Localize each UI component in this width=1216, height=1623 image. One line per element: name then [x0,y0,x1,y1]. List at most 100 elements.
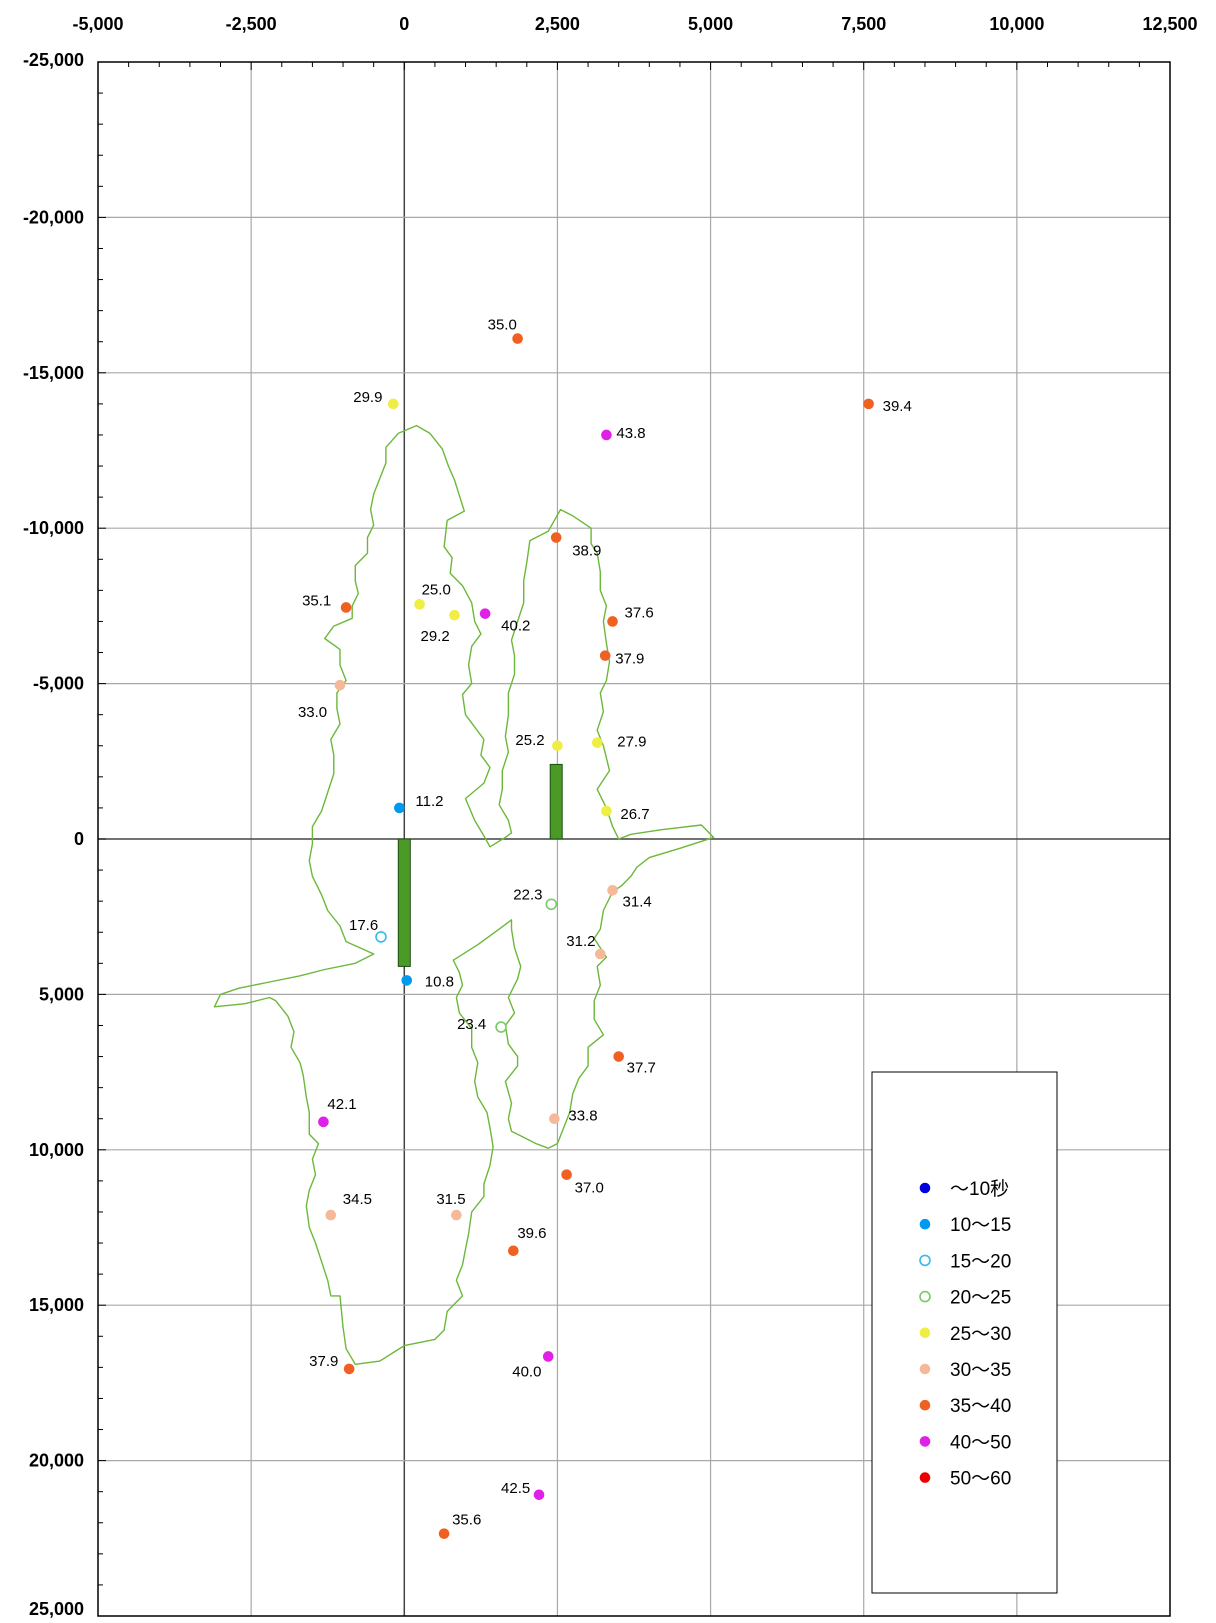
legend-label: 10～15 [950,1215,1011,1236]
structure-bar [549,763,563,840]
data-label: 40.0 [512,1363,541,1380]
data-point [613,1051,624,1062]
data-point [387,398,399,410]
data-point [533,1489,545,1501]
x-tick-label: -2,500 [226,14,277,34]
data-label: 25.2 [515,732,544,749]
legend-label: 25～30 [950,1324,1011,1345]
data-point [318,1116,329,1128]
legend-label: 50～60 [950,1469,1011,1490]
data-label: 35.0 [488,317,517,334]
data-point [595,948,606,960]
data-label: 43.8 [616,425,645,442]
data-label: 11.2 [415,793,443,810]
data-point [601,805,612,817]
data-label: 33.0 [298,704,327,721]
structure-bar [397,838,411,967]
structure-bars [397,763,563,967]
data-point [401,975,413,986]
data-point [542,1351,554,1362]
data-point [549,1113,560,1125]
y-tick-label: -10,000 [23,518,84,538]
data-label: 40.2 [501,618,530,635]
data-point [414,599,425,610]
data-label: 37.0 [575,1180,604,1197]
data-label: 42.5 [501,1480,530,1497]
data-point [343,1363,355,1375]
x-tick-labels: -5,000 -2,500 0 2,500 5,000 7,500 10,000 12,500 [72,14,1197,34]
y-tick-label: -15,000 [23,363,84,383]
data-point [479,608,491,619]
site-outline [213,424,715,1366]
data-label: 27.9 [617,734,646,751]
data-point [545,898,558,911]
legend-marker [919,1472,931,1483]
data-label: 37.9 [309,1353,338,1370]
data-label: 10.8 [425,973,454,990]
data-point [863,398,874,410]
data-label: 22.3 [513,886,542,903]
x-tick-label: 10,000 [989,14,1044,34]
data-label: 17.6 [349,917,378,934]
legend: ～10秒 10～15 15～20 20～25 25～30 30～35 35～40 40～50 5… [871,1071,1058,1594]
data-point [552,740,563,752]
data-label: 31.5 [436,1191,465,1208]
y-tick-label: 5,000 [39,984,84,1004]
legend-label: 15～20 [950,1251,1011,1272]
data-label: 37.9 [615,651,644,668]
legend-marker [919,1254,931,1267]
data-label: 34.5 [343,1191,372,1208]
data-point [508,1245,519,1257]
x-tick-label: 0 [399,14,409,34]
data-label: 37.6 [625,604,654,621]
y-tick-label: 25,000 [29,1599,84,1619]
data-label: 26.7 [620,806,649,823]
data-label: 35.1 [302,592,331,609]
data-points: 35.0 29.9 39.4 43.8 38.9 35.1 25.0 29.2 40.2 37.6… [298,317,912,1539]
data-point [561,1169,572,1180]
data-label: 33.8 [568,1108,597,1125]
data-point [438,1528,450,1539]
x-tick-label: 2,500 [535,14,580,34]
data-point [325,1209,337,1221]
y-tick-labels: -25,000 -20,000 -15,000 -10,000 -5,000 0 5,000… [23,50,84,1619]
outline-polygon [213,424,715,1366]
data-point [601,429,612,441]
data-label: 29.9 [353,389,382,406]
data-point [375,931,387,943]
x-tick-label: 5,000 [688,14,733,34]
y-tick-label: 20,000 [29,1451,84,1471]
legend-marker [919,1327,931,1339]
data-point [495,1021,507,1033]
data-label: 25.0 [422,581,451,598]
data-label: 39.6 [517,1225,546,1242]
legend-marker [919,1218,931,1230]
y-tick-label: 10,000 [29,1140,84,1160]
data-point [394,802,405,814]
data-point [550,532,562,543]
x-tick-label: 12,500 [1142,14,1197,34]
data-label: 37.7 [627,1060,656,1077]
legend-label: 20～25 [950,1288,1011,1309]
y-tick-label: -20,000 [23,207,84,227]
data-label: 42.1 [327,1096,356,1113]
x-tick-label: -5,000 [72,14,123,34]
y-tick-label: -25,000 [23,50,84,70]
y-tick-label: 15,000 [29,1295,84,1315]
legend-label: 40～50 [950,1432,1011,1453]
data-label: 39.4 [883,398,912,415]
data-point [449,609,460,621]
legend-marker [919,1436,931,1447]
data-point [451,1209,462,1221]
data-point [607,884,618,896]
data-point [334,679,346,691]
x-tick-label: 7,500 [841,14,886,34]
data-label: 31.4 [623,893,652,910]
data-point [607,616,618,627]
data-point [599,650,611,661]
legend-box [871,1071,1058,1594]
y-tick-label: 0 [74,829,84,849]
data-label: 38.9 [572,543,601,560]
legend-label: ～10秒 [950,1178,1009,1200]
y-tick-label: -5,000 [33,674,84,694]
